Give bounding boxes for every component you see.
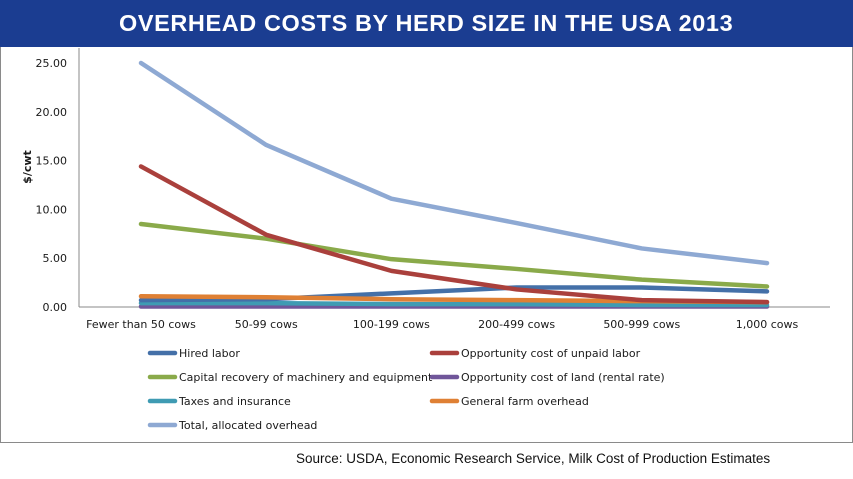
series-line-hired-labor [138, 285, 770, 303]
chart-title: OVERHEAD COSTS BY HERD SIZE IN THE USA 2… [119, 10, 734, 36]
y-tick-label: 5.00 [43, 252, 68, 265]
series-line-taxes-and-insurance [138, 300, 770, 308]
legend-label: Capital recovery of machinery and equipm… [179, 371, 433, 384]
legend-item: General farm overhead [429, 395, 589, 408]
x-tick-label: 200-499 cows [478, 318, 555, 331]
x-tick-label: 100-199 cows [353, 318, 430, 331]
series-line-total-allocated-overhead [138, 60, 770, 266]
x-tick-label: 50-99 cows [235, 318, 298, 331]
legend-label: Hired labor [179, 347, 240, 360]
axes: 0.00 5.00 10.00 15.00 20.00 25.00 $/cwt Fewer t… [21, 48, 830, 331]
y-tick-label: 15.00 [36, 155, 68, 168]
legend: Hired labor Opportunity cost of unpaid la… [147, 347, 665, 432]
legend-label: Opportunity cost of land (rental rate) [461, 371, 665, 384]
legend-item: Opportunity cost of land (rental rate) [429, 371, 665, 384]
series-lines [138, 60, 770, 309]
title-bar: OVERHEAD COSTS BY HERD SIZE IN THE USA 2… [0, 0, 853, 47]
series-line-capital-recovery-of-machinery-and-equipment [138, 221, 770, 289]
x-tick-label: 500-999 cows [603, 318, 680, 331]
x-tick-label: Fewer than 50 cows [86, 318, 196, 331]
legend-label: Taxes and insurance [178, 395, 291, 408]
source-note: Source: USDA, Economic Research Service,… [296, 451, 771, 466]
legend-item: Opportunity cost of unpaid labor [429, 347, 641, 360]
y-tick-label: 0.00 [43, 301, 68, 314]
series-line-opportunity-cost-of-unpaid-labor [138, 164, 770, 305]
legend-item: Hired labor [147, 347, 240, 360]
legend-label: Total, allocated overhead [178, 419, 317, 432]
y-tick-label: 25.00 [36, 57, 68, 70]
y-axis-title: $/cwt [21, 150, 34, 184]
legend-label: Opportunity cost of unpaid labor [461, 347, 641, 360]
y-tick-label: 10.00 [36, 203, 68, 216]
x-tick-label: 1,000 cows [736, 318, 799, 331]
legend-item: Capital recovery of machinery and equipm… [147, 371, 433, 384]
y-tick-label: 20.00 [36, 106, 68, 119]
legend-item: Total, allocated overhead [147, 419, 317, 432]
legend-label: General farm overhead [461, 395, 589, 408]
legend-item: Taxes and insurance [147, 395, 291, 408]
